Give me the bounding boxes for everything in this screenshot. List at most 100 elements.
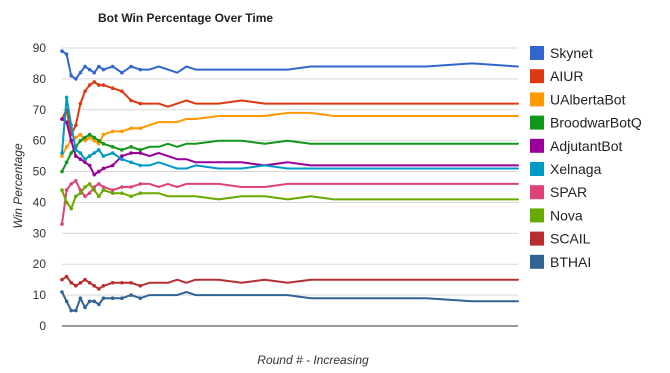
data-point (64, 188, 69, 192)
data-point (120, 148, 124, 152)
data-point (60, 188, 64, 192)
data-point (87, 132, 92, 137)
data-point (110, 151, 115, 155)
data-point (97, 194, 101, 199)
data-point (120, 70, 124, 75)
data-point (129, 98, 133, 103)
data-point (120, 154, 124, 158)
data-point (129, 280, 133, 285)
data-point (60, 169, 64, 174)
legend-item: Skynet (530, 45, 593, 61)
data-point (83, 135, 87, 140)
data-point (129, 293, 133, 297)
data-point (97, 138, 101, 143)
data-point (138, 67, 143, 72)
data-point (110, 86, 115, 90)
data-point (87, 191, 92, 195)
data-point (129, 160, 133, 165)
series-bthai (60, 290, 519, 313)
data-point (78, 296, 83, 301)
data-point (101, 185, 106, 189)
legend-item: BTHAI (530, 254, 591, 270)
data-point (120, 191, 124, 195)
data-point (138, 151, 143, 155)
data-point (101, 154, 106, 158)
data-point (110, 280, 115, 285)
data-point (120, 185, 124, 189)
data-point (69, 74, 74, 78)
series-skynet (60, 49, 519, 81)
data-point (120, 89, 124, 94)
data-point (60, 117, 64, 121)
data-point (83, 185, 87, 189)
data-point (78, 132, 83, 137)
data-point (64, 120, 69, 124)
data-point (92, 172, 97, 177)
data-point (129, 194, 133, 199)
gridlines (62, 47, 518, 296)
series-aiur (60, 80, 519, 137)
data-point (69, 123, 74, 128)
legend-item: UAlbertaBot (530, 91, 626, 107)
y-tick-label: 80 (33, 72, 47, 86)
data-point (120, 129, 124, 134)
legend-swatch (530, 46, 544, 60)
data-point (78, 138, 83, 143)
data-point (64, 299, 69, 304)
data-point (92, 135, 97, 140)
data-point (101, 188, 106, 192)
legend-item: AdjutantBot (530, 138, 622, 154)
legend-label: UAlbertaBot (550, 91, 626, 107)
legend-label: Xelnaga (550, 161, 602, 177)
series-spar (60, 179, 519, 226)
legend-swatch (530, 208, 544, 223)
data-point (74, 308, 78, 313)
y-tick-label: 0 (39, 319, 46, 333)
legend-swatch (530, 115, 544, 130)
data-point (60, 154, 64, 158)
data-point (64, 95, 69, 100)
data-point (138, 191, 143, 195)
legend-swatch (530, 185, 544, 200)
y-tick-label: 60 (33, 134, 47, 148)
data-point (74, 194, 78, 199)
series-scail (60, 274, 519, 291)
data-point (64, 160, 69, 165)
legend-swatch (530, 138, 544, 153)
legend-swatch (530, 231, 544, 246)
data-point (74, 154, 78, 158)
data-point (97, 169, 101, 174)
data-point (78, 101, 83, 106)
data-point (129, 185, 133, 189)
y-tick-label: 70 (33, 103, 47, 117)
data-point (129, 151, 133, 155)
data-point (138, 101, 143, 106)
data-point (92, 284, 97, 288)
data-point (97, 182, 101, 186)
data-point (87, 163, 92, 168)
data-point (97, 148, 101, 152)
data-point (129, 126, 133, 131)
data-point (74, 148, 78, 152)
legend-item: Xelnaga (530, 161, 602, 177)
data-point (120, 157, 124, 161)
series-lines (60, 49, 519, 313)
y-tick-label: 90 (33, 41, 47, 55)
data-point (138, 182, 143, 186)
data-point (138, 296, 143, 301)
data-point (138, 148, 143, 152)
legend-label: AdjutantBot (550, 138, 622, 154)
y-tick-label: 30 (33, 226, 47, 240)
legend-item: Nova (530, 207, 583, 223)
data-point (110, 64, 115, 69)
data-point (69, 280, 74, 285)
y-tick-label: 50 (33, 165, 47, 179)
series-broodwarbotq (60, 132, 519, 174)
data-point (97, 64, 101, 69)
data-point (83, 305, 87, 310)
legend-label: Skynet (550, 45, 593, 61)
data-point (74, 179, 78, 183)
data-point (92, 151, 97, 155)
data-point (101, 296, 106, 301)
data-point (101, 132, 106, 137)
